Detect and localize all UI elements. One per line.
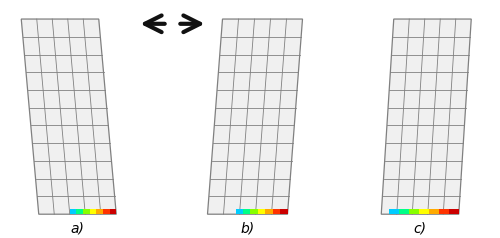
Polygon shape: [429, 209, 439, 214]
Polygon shape: [449, 209, 459, 214]
Polygon shape: [208, 19, 302, 214]
Polygon shape: [236, 209, 243, 214]
Polygon shape: [70, 209, 76, 214]
Text: c): c): [414, 222, 426, 235]
Polygon shape: [265, 209, 272, 214]
Polygon shape: [272, 209, 280, 214]
Polygon shape: [76, 209, 83, 214]
Polygon shape: [258, 209, 265, 214]
Polygon shape: [389, 209, 399, 214]
Polygon shape: [110, 209, 116, 214]
Polygon shape: [243, 209, 250, 214]
Polygon shape: [399, 209, 409, 214]
Polygon shape: [21, 19, 116, 214]
Polygon shape: [250, 209, 258, 214]
Polygon shape: [280, 209, 287, 214]
Polygon shape: [103, 209, 110, 214]
Polygon shape: [90, 209, 96, 214]
Polygon shape: [409, 209, 419, 214]
Polygon shape: [83, 209, 89, 214]
Polygon shape: [96, 209, 103, 214]
Text: b): b): [240, 222, 254, 235]
Text: a): a): [70, 222, 85, 235]
Polygon shape: [419, 209, 429, 214]
Polygon shape: [382, 19, 471, 214]
Polygon shape: [439, 209, 449, 214]
